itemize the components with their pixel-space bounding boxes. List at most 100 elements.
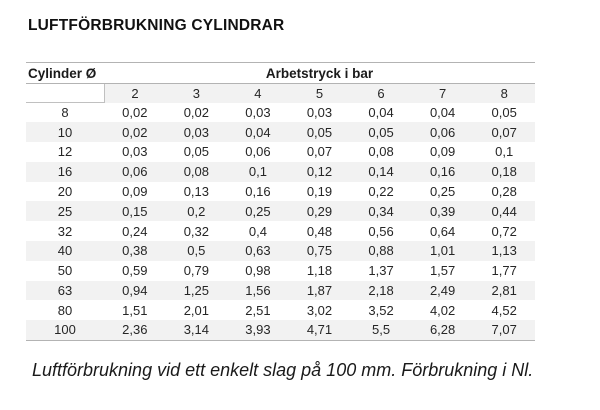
table-header-group-row: Cylinder Ø Arbetstryck i bar [26, 62, 535, 84]
consumption-value-cell: 0,03 [245, 104, 271, 120]
consumption-value-cell: 1,18 [306, 263, 333, 279]
consumption-value-cell: 0,1 [495, 144, 514, 160]
cylinder-diameter-cell: 20 [57, 184, 73, 200]
table-row: 8 0,02 0,02 0,03 0,03 0,04 0,04 0,05 [26, 103, 535, 123]
table-row: 40 0,38 0,5 0,63 0,75 0,88 1,01 1,13 [26, 241, 535, 261]
consumption-value-cell: 0,88 [368, 243, 394, 259]
consumption-value-cell: 0,64 [429, 223, 456, 239]
consumption-value-cell: 1,01 [429, 243, 456, 259]
consumption-value-cell: 1,56 [245, 283, 271, 299]
consumption-value-cell: 3,14 [165, 320, 228, 341]
consumption-value-cell: 0,22 [368, 184, 394, 200]
consumption-value-cell: 3,02 [306, 302, 333, 318]
consumption-value-cell: 0,06 [122, 164, 148, 180]
consumption-value-cell: 0,12 [306, 164, 333, 180]
table-row: 63 0,94 1,25 1,56 1,87 2,18 2,49 2,81 [26, 280, 535, 301]
consumption-value-cell: 0,39 [429, 203, 456, 219]
consumption-value-cell: 0,05 [491, 104, 517, 120]
working-pressure-header: Arbetstryck i bar [104, 62, 535, 84]
pressure-column-header: 6 [350, 83, 412, 103]
pressure-column-header: 5 [288, 83, 351, 103]
pressure-column-header: 2 [104, 83, 166, 103]
consumption-value-cell: 0,59 [122, 263, 148, 279]
consumption-value-cell: 0,19 [306, 184, 333, 200]
consumption-value-cell: 0,05 [306, 124, 333, 140]
consumption-value-cell: 0,03 [183, 124, 209, 140]
consumption-value-cell: 1,57 [429, 263, 456, 279]
cylinder-diameter-cell: 32 [57, 223, 73, 239]
consumption-value-cell: 0,72 [491, 223, 517, 239]
consumption-value-cell: 0,4 [248, 223, 267, 239]
consumption-value-cell: 0,16 [245, 184, 271, 200]
consumption-value-cell: 0,08 [183, 164, 209, 180]
table-row: 10 0,02 0,03 0,04 0,05 0,05 0,06 0,07 [26, 122, 535, 143]
pressure-column-header: 3 [165, 83, 228, 103]
consumption-value-cell: 0,18 [491, 164, 517, 180]
cylinder-diameter-cell: 8 [61, 105, 69, 121]
consumption-value-cell: 1,25 [183, 283, 209, 299]
cylinder-diameter-cell: 80 [57, 302, 73, 318]
consumption-value-cell: 0,29 [306, 203, 333, 219]
consumption-value-cell: 0,04 [429, 104, 456, 120]
table-row: 25 0,15 0,2 0,25 0,29 0,34 0,39 0,44 [26, 201, 535, 222]
table-row: 16 0,06 0,08 0,1 0,12 0,14 0,16 0,18 [26, 161, 535, 182]
cylinder-diameter-cell: 10 [57, 124, 73, 140]
consumption-value-cell: 3,52 [368, 302, 394, 318]
consumption-value-cell: 0,24 [122, 223, 148, 239]
consumption-value-cell: 0,32 [183, 223, 209, 239]
consumption-value-cell: 0,07 [306, 144, 333, 160]
table-row: 32 0,24 0,32 0,4 0,48 0,56 0,64 0,72 [26, 221, 535, 241]
consumption-value-cell: 1,87 [306, 283, 333, 299]
table-row: 100 2,36 3,14 3,93 4,71 5,5 6,28 7,07 [26, 320, 535, 341]
cylinder-diameter-cell: 50 [57, 263, 73, 279]
consumption-value-cell: 0,98 [245, 263, 271, 279]
consumption-value-cell: 0,03 [306, 104, 333, 120]
pressure-column-header: 7 [411, 83, 474, 103]
consumption-value-cell: 0,15 [122, 203, 148, 219]
consumption-value-cell: 0,07 [491, 124, 517, 140]
consumption-value-cell: 0,48 [306, 223, 333, 239]
consumption-value-cell: 1,77 [491, 263, 517, 279]
cylinder-diameter-cell: 25 [57, 203, 73, 219]
consumption-value-cell: 0,44 [491, 203, 517, 219]
cylinder-diameter-cell: 100 [26, 320, 104, 341]
consumption-value-cell: 2,01 [183, 302, 209, 318]
consumption-value-cell: 2,18 [368, 283, 394, 299]
cylinder-diameter-cell: 16 [57, 164, 73, 180]
consumption-value-cell: 0,38 [122, 243, 148, 259]
pressure-column-header: 8 [473, 83, 535, 103]
consumption-value-cell: 0,2 [187, 203, 206, 219]
cylinder-diameter-header: Cylinder Ø [26, 62, 104, 84]
consumption-value-cell: 0,02 [122, 104, 148, 120]
consumption-value-cell: 0,25 [429, 184, 456, 200]
consumption-value-cell: 4,71 [288, 320, 351, 341]
consumption-value-cell: 0,09 [122, 184, 148, 200]
consumption-value-cell: 1,51 [122, 302, 148, 318]
consumption-value-cell: 2,36 [104, 320, 166, 341]
consumption-value-cell: 0,94 [122, 283, 148, 299]
consumption-value-cell: 1,37 [368, 263, 394, 279]
cylinder-diameter-cell: 40 [57, 243, 73, 259]
consumption-value-cell: 0,14 [368, 164, 394, 180]
consumption-value-cell: 1,13 [491, 243, 517, 259]
consumption-value-cell: 2,51 [245, 302, 271, 318]
consumption-value-cell: 0,16 [429, 164, 456, 180]
consumption-value-cell: 4,02 [429, 302, 456, 318]
table-pressure-columns-row: 2 3 4 5 6 7 8 [26, 83, 535, 103]
consumption-value-cell: 0,63 [245, 243, 271, 259]
consumption-value-cell: 0,02 [183, 104, 209, 120]
consumption-value-cell: 4,52 [491, 302, 517, 318]
cylinder-diameter-cell: 63 [57, 283, 73, 299]
cylinder-diameter-cell: 12 [57, 144, 73, 160]
consumption-value-cell: 0,06 [429, 124, 456, 140]
table-caption: Luftförbrukning vid ett enkelt slag på 1… [32, 360, 534, 380]
table-body: 8 0,02 0,02 0,03 0,03 0,04 0,04 0,05 10 0,02 0,03 0… [26, 103, 535, 341]
corner-blank-cell [26, 83, 105, 103]
consumption-value-cell: 0,28 [491, 184, 517, 200]
consumption-value-cell: 0,5 [187, 243, 206, 259]
consumption-value-cell: 0,34 [368, 203, 394, 219]
pressure-column-header: 4 [227, 83, 289, 103]
consumption-value-cell: 0,79 [183, 263, 209, 279]
consumption-value-cell: 0,05 [368, 124, 394, 140]
